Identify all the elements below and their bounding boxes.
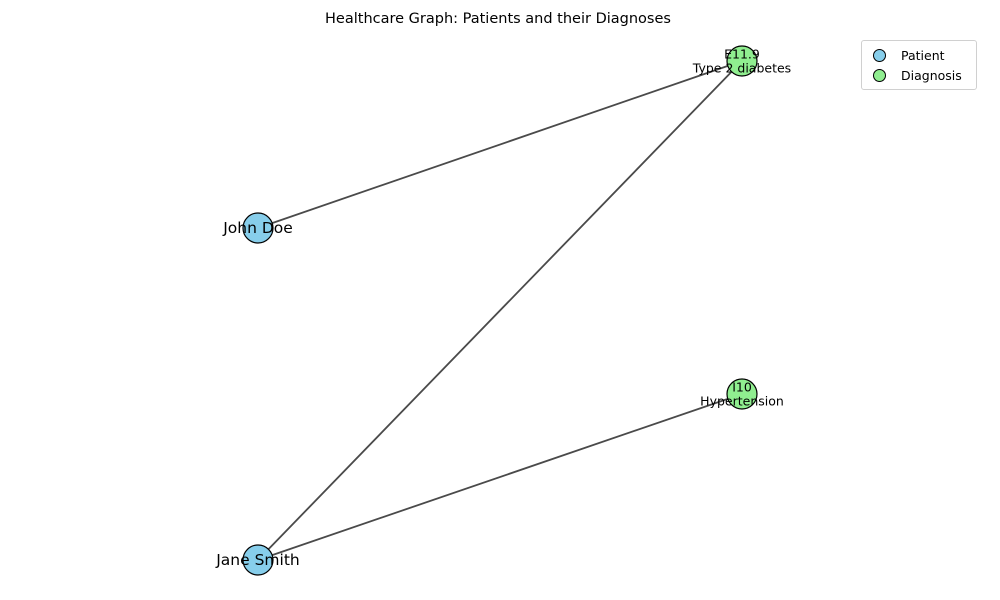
node-label-i10: I10 Hypertension: [700, 379, 784, 408]
edges-layer: [257, 60, 743, 561]
node-label-line: John Doe: [222, 219, 293, 237]
node-label-jane: Jane Smith: [215, 551, 300, 569]
legend-marker-patient: [873, 48, 886, 62]
node-label-line: Hypertension: [700, 394, 784, 409]
legend-marker-diagnosis: [873, 68, 886, 82]
node-john: [242, 212, 274, 244]
legend-label-patient: Patient: [901, 47, 945, 63]
node-label-e119: E11.9 Type 2 diabetes: [692, 46, 791, 75]
labels-layer: John Doe Jane Smith E11.9 Type 2 diabetes I1…: [215, 46, 791, 569]
legend: Patient Diagnosis: [861, 40, 977, 90]
edge-john-e119: [257, 60, 743, 229]
legend-label-diagnosis: Diagnosis: [901, 67, 962, 83]
legend-item-patient: Patient: [873, 47, 945, 63]
edge-jane-e119: [257, 60, 743, 561]
node-label-line: I10: [732, 379, 752, 394]
chart-title: Healthcare Graph: Patients and their Dia…: [325, 11, 671, 27]
node-label-john: John Doe: [222, 219, 293, 237]
node-e119: [726, 45, 758, 77]
node-i10: [726, 378, 758, 410]
legend-item-diagnosis: Diagnosis: [873, 67, 962, 83]
edge-jane-i10: [257, 393, 743, 561]
node-label-line: E11.9: [724, 46, 760, 61]
node-label-line: Type 2 diabetes: [692, 61, 791, 76]
nodes-layer: [242, 45, 758, 576]
node-label-line: Jane Smith: [215, 551, 300, 569]
node-jane: [242, 544, 274, 576]
